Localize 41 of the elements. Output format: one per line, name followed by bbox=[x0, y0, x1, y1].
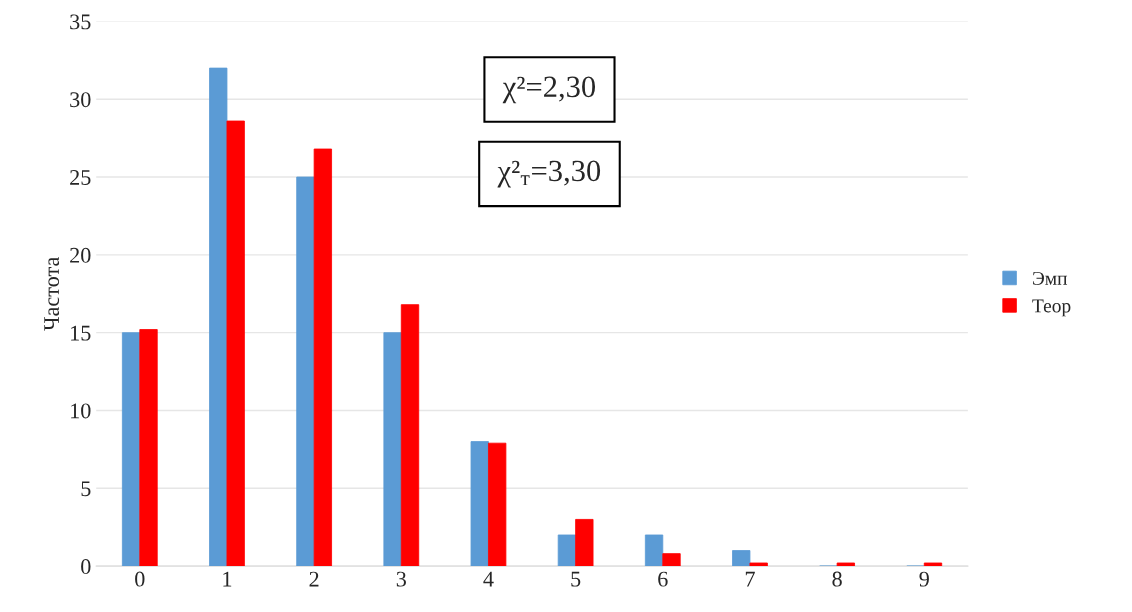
bar bbox=[383, 332, 402, 567]
bar bbox=[488, 442, 507, 567]
x-tick-label: 6 bbox=[658, 571, 668, 587]
bar bbox=[470, 441, 489, 567]
y-axis-title: Частота bbox=[44, 256, 60, 331]
bar bbox=[400, 304, 420, 567]
bar bbox=[749, 562, 768, 567]
legend-label: Теор bbox=[1032, 299, 1071, 317]
x-tick-label: 8 bbox=[832, 571, 842, 587]
y-tick-label: 25 bbox=[70, 170, 91, 185]
annotation: χ²$_{т}$=3,30 bbox=[497, 160, 601, 188]
y-tick-label: 0 bbox=[81, 559, 91, 575]
bar bbox=[226, 120, 245, 567]
annotation: χ²=2,30 bbox=[502, 76, 596, 104]
y-tick-label: 20 bbox=[70, 247, 91, 263]
x-tick-label: 2 bbox=[309, 571, 319, 587]
legend-label: Эмп bbox=[1033, 271, 1068, 285]
bar bbox=[139, 329, 158, 567]
bar bbox=[313, 148, 332, 567]
x-tick-label: 7 bbox=[745, 571, 755, 587]
x-tick-label: 3 bbox=[396, 571, 406, 587]
x-tick-label: 5 bbox=[571, 571, 581, 587]
x-tick-label: 9 bbox=[919, 571, 929, 587]
bar bbox=[209, 67, 228, 567]
x-tick-label: 1 bbox=[223, 571, 232, 587]
bar bbox=[923, 562, 943, 567]
bar bbox=[732, 550, 751, 567]
bar bbox=[575, 518, 594, 567]
bar bbox=[662, 553, 681, 567]
y-tick-label: 5 bbox=[81, 481, 91, 497]
bar bbox=[121, 332, 141, 567]
bar bbox=[836, 562, 855, 567]
bar bbox=[296, 176, 315, 567]
x-tick-label: 4 bbox=[483, 571, 494, 587]
y-tick-label: 15 bbox=[71, 325, 91, 341]
y-tick-label: 35 bbox=[70, 14, 91, 30]
bar bbox=[644, 534, 664, 567]
y-tick-label: 30 bbox=[70, 92, 91, 108]
x-tick-label: 0 bbox=[135, 571, 145, 587]
bar bbox=[557, 534, 577, 567]
y-tick-label: 10 bbox=[71, 403, 91, 419]
